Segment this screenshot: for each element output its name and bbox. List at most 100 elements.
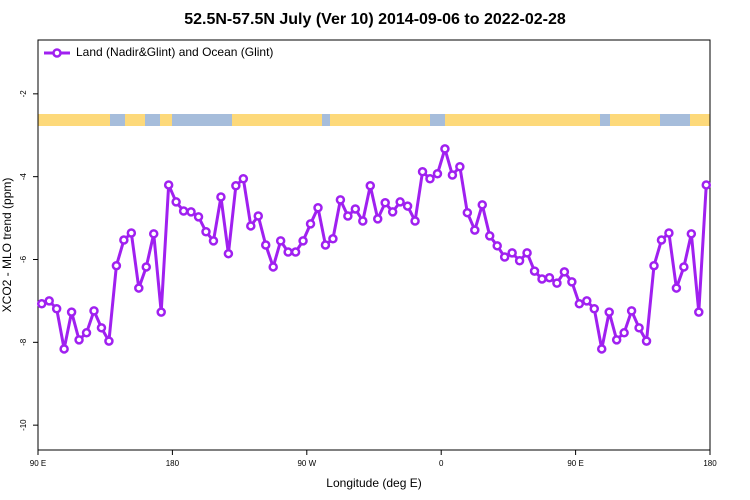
y-tick-label: -6 xyxy=(19,255,28,263)
data-point xyxy=(216,192,226,202)
y-tick-label: -10 xyxy=(19,419,28,431)
data-point xyxy=(671,283,682,293)
land-band xyxy=(125,114,145,126)
x-axis-label: Longitude (deg E) xyxy=(326,476,421,490)
x-tick-label: 0 xyxy=(439,459,444,468)
y-tick-label: -8 xyxy=(19,338,28,346)
data-point xyxy=(619,328,629,338)
data-point xyxy=(679,262,689,272)
land-band xyxy=(690,114,710,126)
plot-frame xyxy=(37,39,711,451)
data-point xyxy=(656,235,667,245)
data-point xyxy=(313,202,323,213)
data-point xyxy=(455,161,465,172)
y-tick-label: -4 xyxy=(19,173,28,181)
data-point xyxy=(596,344,607,354)
data-point xyxy=(701,180,712,190)
data-point xyxy=(268,262,278,272)
data-point xyxy=(231,181,241,191)
data-point xyxy=(44,296,54,306)
x-tick-label: 90 E xyxy=(30,459,46,468)
data-point xyxy=(246,221,256,231)
data-point xyxy=(148,229,159,239)
data-point xyxy=(36,299,47,309)
data-point xyxy=(298,236,308,246)
data-point xyxy=(141,262,152,272)
chart-title: 52.5N-57.5N July (Ver 10) 2014-09-06 to … xyxy=(184,11,566,28)
data-point xyxy=(104,336,114,346)
data-point xyxy=(335,195,346,205)
data-point xyxy=(320,240,331,250)
data-point xyxy=(626,306,637,316)
data-point xyxy=(559,267,570,277)
data-point xyxy=(51,304,62,314)
data-point xyxy=(537,274,547,284)
legend-marker xyxy=(52,48,62,58)
data-point xyxy=(358,216,368,226)
x-tick-label: 90 W xyxy=(297,459,316,468)
x-tick-label: 180 xyxy=(166,459,180,468)
data-point xyxy=(343,211,353,221)
data-point xyxy=(208,236,219,246)
data-point xyxy=(395,197,405,207)
data-point xyxy=(589,304,600,314)
x-tick-label: 90 E xyxy=(567,459,583,468)
data-point xyxy=(492,241,502,251)
data-point xyxy=(484,231,495,241)
land-band xyxy=(38,114,110,126)
data-point xyxy=(238,173,249,184)
data-point xyxy=(178,206,189,216)
data-point xyxy=(604,307,614,317)
data-point xyxy=(126,228,137,238)
land-band xyxy=(610,114,660,126)
data-point xyxy=(193,212,204,222)
data-point xyxy=(470,225,480,235)
data-point xyxy=(96,323,107,333)
data-point xyxy=(59,344,69,354)
data-point xyxy=(66,307,77,317)
data-point xyxy=(171,197,181,207)
data-point xyxy=(387,207,398,217)
data-point xyxy=(156,307,166,317)
data-point xyxy=(462,207,473,218)
data-point xyxy=(417,166,428,177)
data-point xyxy=(552,278,562,288)
data-point xyxy=(260,240,271,250)
data-point xyxy=(223,248,234,259)
data-point xyxy=(514,255,525,266)
data-point xyxy=(529,266,540,276)
data-point xyxy=(119,235,129,245)
data-point xyxy=(432,169,443,179)
data-point xyxy=(574,299,585,309)
data-point xyxy=(402,201,413,211)
data-point xyxy=(582,296,592,306)
data-point xyxy=(425,173,435,184)
data-point xyxy=(507,248,517,258)
data-point xyxy=(567,277,577,287)
data-point xyxy=(641,336,652,346)
data-point xyxy=(477,200,488,210)
data-point xyxy=(275,236,286,246)
land-band xyxy=(232,114,322,126)
data-point xyxy=(649,260,659,271)
data-point xyxy=(522,248,532,258)
data-point xyxy=(163,180,174,190)
legend-label: Land (Nadir&Glint) and Ocean (Glint) xyxy=(76,45,273,59)
data-point xyxy=(372,214,383,224)
land-ocean-strip xyxy=(38,114,710,126)
data-point xyxy=(350,204,361,214)
y-axis-label: XCO2 - MLO trend (ppm) xyxy=(0,178,14,313)
data-point xyxy=(694,307,704,317)
land-band xyxy=(445,114,600,126)
data-point xyxy=(440,144,450,154)
data-point xyxy=(544,272,555,283)
data-point xyxy=(499,252,510,262)
data-point xyxy=(74,335,84,345)
data-point xyxy=(410,216,420,226)
data-point xyxy=(290,247,301,257)
land-band xyxy=(160,114,172,126)
data-point xyxy=(380,198,390,208)
data-point xyxy=(283,247,293,257)
data-point xyxy=(201,226,211,237)
data-point xyxy=(611,335,622,345)
